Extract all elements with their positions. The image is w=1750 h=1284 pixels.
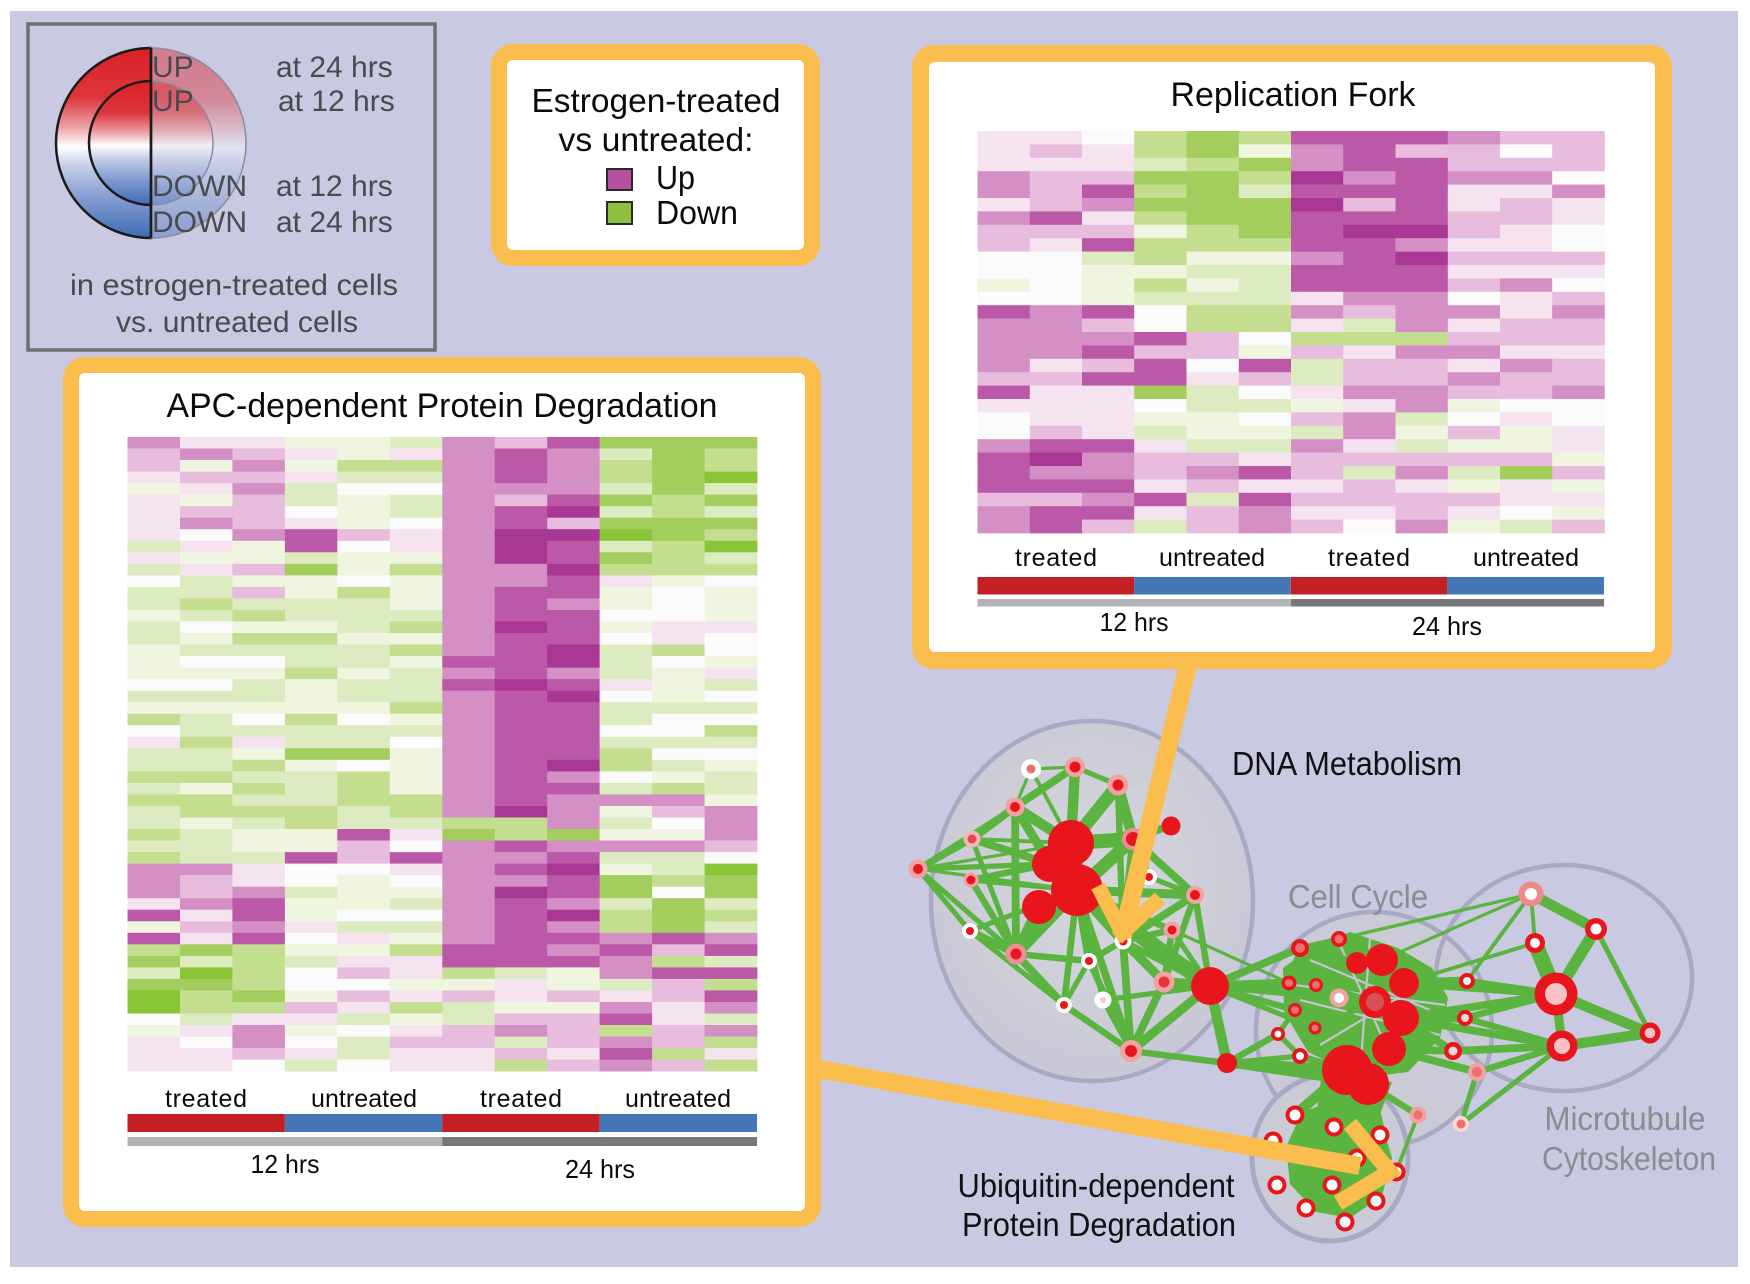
- svg-text:Down: Down: [656, 194, 738, 231]
- svg-text:at 12 hrs: at 12 hrs: [278, 85, 395, 118]
- svg-text:treated: treated: [165, 1085, 247, 1113]
- svg-text:vs. untreated cells: vs. untreated cells: [116, 306, 358, 339]
- svg-text:Up: Up: [656, 159, 695, 196]
- svg-text:DNA Metabolism: DNA Metabolism: [1232, 745, 1462, 782]
- svg-text:in estrogen-treated cells: in estrogen-treated cells: [70, 269, 398, 302]
- svg-text:untreated: untreated: [311, 1085, 417, 1113]
- svg-text:12 hrs: 12 hrs: [251, 1149, 320, 1179]
- svg-text:APC-dependent Protein Degradat: APC-dependent Protein Degradation: [167, 387, 718, 425]
- svg-text:untreated: untreated: [625, 1085, 731, 1113]
- svg-text:treated: treated: [1015, 544, 1097, 572]
- svg-text:Protein Degradation: Protein Degradation: [962, 1206, 1236, 1243]
- svg-text:DOWN: DOWN: [152, 206, 247, 239]
- svg-text:Ubiquitin-dependent: Ubiquitin-dependent: [958, 1167, 1235, 1204]
- svg-text:Estrogen-treated: Estrogen-treated: [532, 82, 781, 119]
- svg-text:treated: treated: [480, 1085, 562, 1113]
- svg-text:UP: UP: [152, 85, 194, 118]
- svg-text:Replication Fork: Replication Fork: [1171, 76, 1417, 114]
- svg-text:Cytoskeleton: Cytoskeleton: [1542, 1140, 1716, 1177]
- svg-text:at 24 hrs: at 24 hrs: [276, 206, 393, 239]
- svg-text:12 hrs: 12 hrs: [1100, 607, 1169, 637]
- svg-text:at 12 hrs: at 12 hrs: [276, 170, 393, 203]
- svg-text:treated: treated: [1328, 544, 1410, 572]
- svg-text:24 hrs: 24 hrs: [1412, 611, 1482, 641]
- svg-text:Microtubule: Microtubule: [1545, 1100, 1706, 1137]
- svg-text:untreated: untreated: [1473, 544, 1579, 572]
- svg-text:UP: UP: [152, 51, 194, 84]
- svg-text:vs untreated:: vs untreated:: [559, 121, 754, 158]
- svg-text:24 hrs: 24 hrs: [565, 1154, 635, 1184]
- svg-text:Cell Cycle: Cell Cycle: [1288, 878, 1428, 915]
- svg-text:untreated: untreated: [1159, 544, 1265, 572]
- svg-text:at 24 hrs: at 24 hrs: [276, 51, 393, 84]
- svg-text:DOWN: DOWN: [152, 170, 247, 203]
